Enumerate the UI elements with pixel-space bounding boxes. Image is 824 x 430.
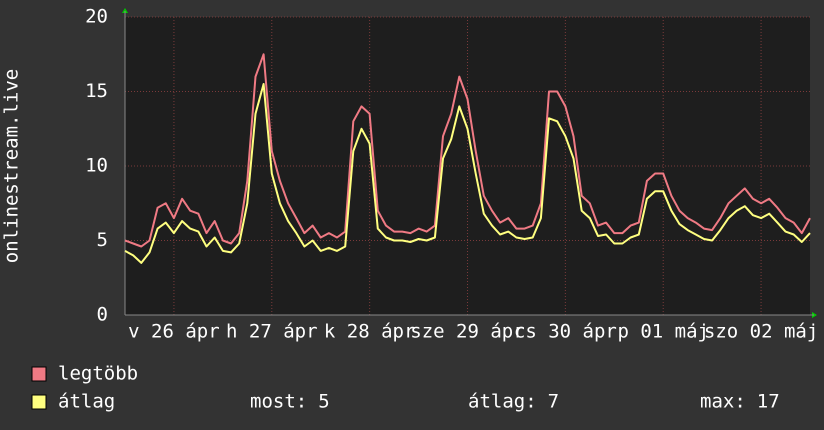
y-tick-label: 5 (97, 229, 108, 251)
legend-label: átlag (58, 391, 115, 413)
stat-value: 17 (757, 391, 780, 413)
stat-label: most: (250, 391, 307, 413)
stat-value: 5 (318, 391, 329, 413)
y-tick-label: 20 (85, 6, 108, 28)
x-tick-label: k 28 ápr (324, 321, 416, 343)
stat-label: átlag: (468, 391, 537, 413)
x-tick-label: szo 02 máj (704, 321, 818, 343)
stat-label: max: (700, 391, 746, 413)
x-tick-label: sze 29 ápr (410, 321, 524, 343)
y-tick-label: 0 (97, 304, 108, 326)
x-tick-label: p 01 máj (617, 321, 709, 343)
axis-arrow (122, 8, 128, 13)
y-tick-label: 10 (85, 155, 108, 177)
x-tick-label: h 27 ápr (226, 321, 318, 343)
stat-value: 7 (548, 391, 559, 413)
y-tick-label: 15 (85, 80, 108, 102)
legend-swatch (31, 366, 47, 382)
x-tick-label: v 26 ápr (128, 321, 220, 343)
legend-swatch (31, 394, 47, 410)
axis-arrow (812, 312, 817, 318)
y-axis-label: onlinestream.live (1, 69, 23, 263)
series-line (124, 83, 811, 264)
legend-label: legtöbb (58, 363, 138, 385)
x-tick-label: cs 30 ápr (514, 321, 617, 343)
series-line (124, 53, 811, 248)
